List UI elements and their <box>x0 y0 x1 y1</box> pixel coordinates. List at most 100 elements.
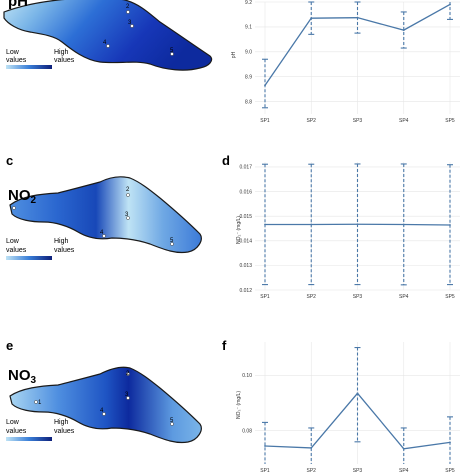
svg-text:values: values <box>6 57 27 64</box>
map-panel-ph: pH 3 2 4 5 Low values High values <box>3 0 213 71</box>
data-point <box>449 441 451 444</box>
y-tick-label: 8.8 <box>245 99 252 105</box>
data-point <box>264 445 266 447</box>
map-legend-no2: Low values High values <box>6 238 75 260</box>
y-tick-label: 0.08 <box>242 429 252 435</box>
y-tick-label: 0.013 <box>239 263 252 269</box>
data-point <box>264 223 266 226</box>
panel-letter-d: d <box>222 153 230 168</box>
data-point <box>402 447 405 450</box>
x-tick-label: SP2 <box>307 294 317 300</box>
y-axis-title: pH <box>231 51 237 58</box>
y-tick-label: 9.2 <box>245 0 252 6</box>
svg-text:2: 2 <box>126 371 130 377</box>
site-marker-3: 3 <box>128 20 134 28</box>
svg-text:3: 3 <box>128 20 132 26</box>
data-point <box>402 29 405 32</box>
x-tick-label: SP2 <box>307 118 317 124</box>
site-marker-2: 2 <box>126 371 130 377</box>
site-marker-3: 3 <box>125 392 130 400</box>
y-tick-label: 0.017 <box>239 165 252 171</box>
y-tick-label: 0.10 <box>242 373 252 379</box>
data-point <box>310 17 313 20</box>
site-marker-2: 2 <box>126 187 130 197</box>
line-chart-no2: 0.012 0.013 0.014 0.015 0.016 0.017 NO₂⁻ (mg/L… <box>236 162 460 300</box>
data-point <box>310 447 313 449</box>
legend-colorbar <box>6 256 52 260</box>
svg-text:High: High <box>54 49 69 56</box>
data-point <box>402 223 405 226</box>
data-point <box>449 3 451 6</box>
svg-text:High: High <box>54 238 69 245</box>
site-marker-5: 5 <box>170 418 174 426</box>
map-panel-no3: e NO3 2 1 3 4 5 Low values High values <box>6 338 202 444</box>
map-title-no3: NO3 <box>8 367 37 386</box>
x-tick-label: SP1 <box>260 118 270 124</box>
map-legend-no3: Low values High values <box>6 419 75 441</box>
map-title-ph: pH <box>8 0 28 10</box>
y-tick-label: 0.015 <box>239 214 252 220</box>
legend-colorbar <box>6 65 52 69</box>
site-marker-4: 4 <box>100 408 106 416</box>
x-tick-label: SP5 <box>445 118 455 124</box>
svg-text:3: 3 <box>125 392 129 398</box>
panel-letter-e: e <box>6 338 13 353</box>
y-tick-label: 0.016 <box>239 189 252 195</box>
svg-text:5: 5 <box>170 238 174 244</box>
y-tick-label: 8.9 <box>245 74 252 80</box>
svg-text:Low: Low <box>6 419 20 426</box>
panel-letter-c: c <box>6 153 13 168</box>
svg-text:5: 5 <box>170 48 174 54</box>
legend-colorbar <box>6 437 52 441</box>
svg-text:2: 2 <box>126 187 130 193</box>
x-tick-label: SP3 <box>353 118 363 124</box>
data-point <box>264 84 266 87</box>
line-chart-ph: 8.8 8.9 9.0 9.1 9.2 pH SP1 SP2 SP3 SP4 SP5 <box>231 0 460 124</box>
panel-letter-f: f <box>222 338 227 353</box>
x-tick-label: SP3 <box>353 294 363 300</box>
watershed-map-no3 <box>9 366 202 444</box>
site-marker-2: 2 <box>126 4 130 14</box>
line-chart-no3: 0.08 0.10 NO₃⁻ (mg/L) SP1 SP2 SP3 SP4 SP5 <box>236 342 460 474</box>
site-marker-1: 1 <box>34 400 42 406</box>
svg-text:values: values <box>54 428 75 435</box>
x-tick-label: SP4 <box>399 468 409 474</box>
x-tick-label: SP2 <box>307 468 317 474</box>
x-tick-label: SP5 <box>445 468 455 474</box>
map-panel-no2: c NO2 2 3 4 5 Low values High values <box>6 153 202 260</box>
y-tick-label: 0.014 <box>239 239 252 245</box>
svg-text:Low: Low <box>6 238 20 245</box>
svg-text:values: values <box>6 247 27 254</box>
data-point <box>356 223 359 226</box>
site-marker-4: 4 <box>103 40 110 48</box>
watershed-map-no2 <box>9 176 202 254</box>
y-tick-label: 9.0 <box>245 50 252 56</box>
svg-text:values: values <box>54 57 75 64</box>
watershed-map-ph <box>3 0 213 71</box>
site-marker-4: 4 <box>100 230 106 238</box>
y-axis-title: NO₃⁻ (mg/L) <box>236 391 242 419</box>
x-tick-label: SP4 <box>399 294 409 300</box>
svg-text:values: values <box>6 428 27 435</box>
map-legend-ph: Low values High values <box>6 49 75 69</box>
x-tick-label: SP4 <box>399 118 409 124</box>
svg-text:High: High <box>54 419 69 426</box>
site-marker-1 <box>12 206 16 210</box>
site-marker-5: 5 <box>170 48 174 56</box>
svg-text:values: values <box>54 247 75 254</box>
svg-text:4: 4 <box>103 40 107 46</box>
svg-text:3: 3 <box>125 212 129 218</box>
site-marker-3: 3 <box>125 212 130 220</box>
svg-text:1: 1 <box>38 400 42 406</box>
y-tick-label: 9.1 <box>245 25 252 31</box>
svg-text:2: 2 <box>126 4 130 10</box>
x-tick-label: SP5 <box>445 294 455 300</box>
svg-text:4: 4 <box>100 408 104 414</box>
x-tick-label: SP1 <box>260 294 270 300</box>
data-point <box>356 392 359 395</box>
data-point <box>356 16 359 19</box>
map-title-no2: NO2 <box>8 187 37 206</box>
svg-text:5: 5 <box>170 418 174 424</box>
x-tick-label: SP3 <box>353 468 363 474</box>
